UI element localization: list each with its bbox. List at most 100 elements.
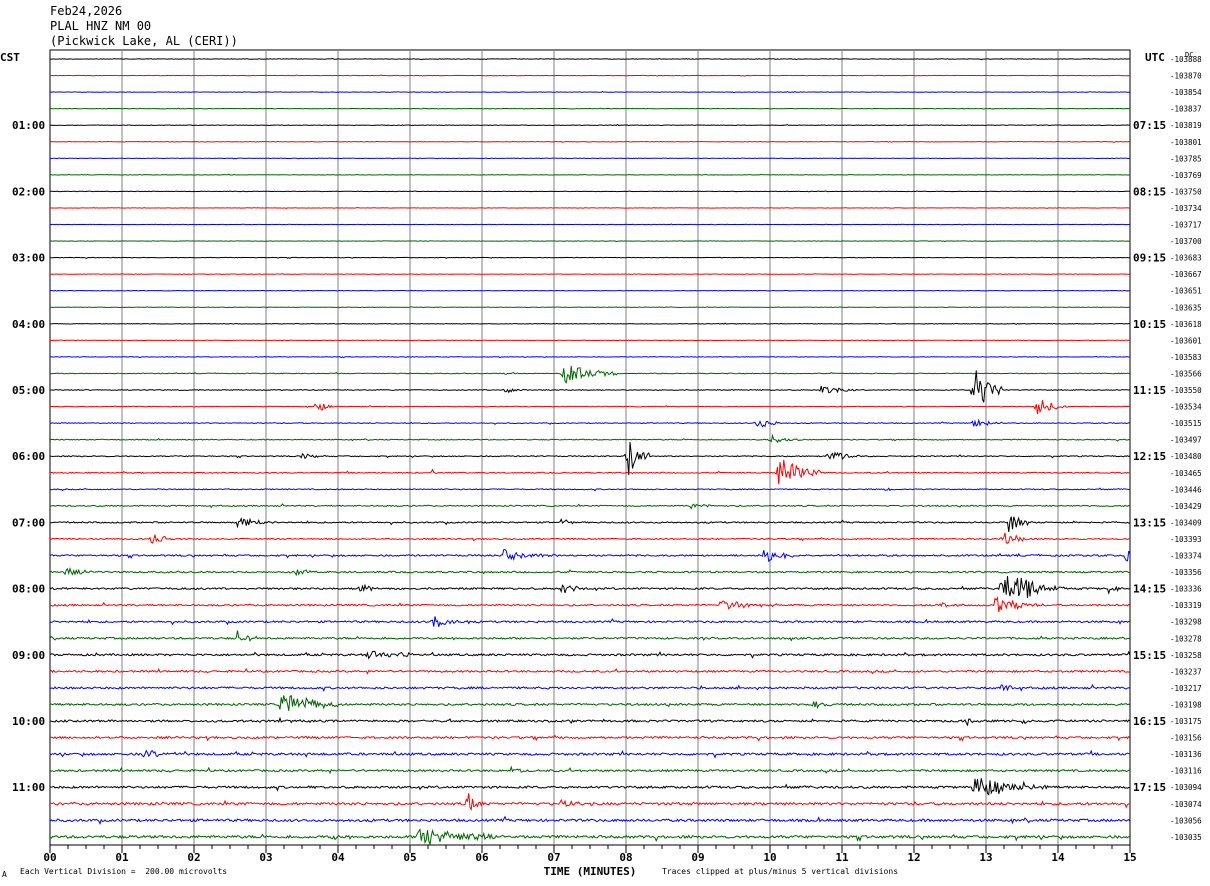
row-offset-label: -103801 [1170, 138, 1202, 147]
trace-row [49, 516, 1131, 533]
x-tick-label: 15 [1123, 851, 1136, 864]
trace-row [49, 107, 1131, 110]
trace-row [49, 683, 1131, 693]
right-hour-label: 09:15 [1133, 252, 1166, 265]
trace-row [49, 716, 1131, 727]
plot-frame [49, 49, 1131, 846]
right-hour-label: 15:15 [1133, 649, 1166, 662]
trace-row [49, 765, 1131, 775]
row-offset-label: -103497 [1170, 436, 1202, 445]
trace-row [49, 206, 1131, 210]
right-hour-label: 16:15 [1133, 715, 1166, 728]
x-tick-label: 09 [691, 851, 704, 864]
row-offset-label: -103429 [1170, 502, 1202, 511]
trace-row [49, 616, 1131, 627]
trace-row [49, 694, 1131, 711]
trace-row [49, 339, 1131, 342]
trace-row [49, 503, 1131, 510]
row-offset-label: -103837 [1170, 105, 1202, 114]
trace-row [49, 223, 1131, 226]
x-tick-label: 08 [619, 851, 632, 864]
row-offset-label: -103198 [1170, 700, 1202, 709]
vertical-division-note: Each Vertical Division = 200.00 microvol… [20, 867, 228, 876]
left-hour-label: 08:00 [12, 583, 45, 596]
trace-row [49, 441, 1131, 476]
right-hour-label: 10:15 [1133, 318, 1166, 331]
trace-row [49, 355, 1131, 359]
trace-row [49, 57, 1131, 61]
x-tick-label: 04 [331, 851, 345, 864]
left-hour-label: 04:00 [12, 318, 45, 331]
row-offset-label: -103750 [1170, 187, 1202, 196]
row-offset-label: -103074 [1170, 800, 1202, 809]
row-offset-label: -103601 [1170, 336, 1202, 345]
right-hour-label: 11:15 [1133, 384, 1166, 397]
row-offset-label: -103683 [1170, 254, 1202, 263]
trace-row [49, 306, 1131, 309]
right-hour-label: 14:15 [1133, 583, 1166, 596]
row-offset-label: -103258 [1170, 651, 1202, 660]
x-tick-label: 03 [259, 851, 272, 864]
trace-row [49, 778, 1131, 796]
row-offset-label: -103374 [1170, 552, 1202, 561]
x-tick-label: 05 [403, 851, 416, 864]
row-offset-label: -103769 [1170, 171, 1202, 180]
right-hour-label: 13:15 [1133, 516, 1166, 529]
left-hour-label: 09:00 [12, 649, 45, 662]
row-offset-label: -103175 [1170, 717, 1202, 726]
row-offset-label: -103319 [1170, 601, 1202, 610]
header-date: Feb24,2026 [50, 4, 123, 18]
header-location: (Pickwick Lake, AL (CERI)) [50, 34, 238, 48]
row-offset-label: -103854 [1170, 88, 1202, 97]
x-tick-label: 10 [763, 851, 776, 864]
row-offset-label: -103116 [1170, 767, 1202, 776]
x-tick-label: 14 [1051, 851, 1065, 864]
trace-row [49, 256, 1131, 259]
trace-row [49, 289, 1131, 292]
header-station: PLAL HNZ NM 00 [50, 19, 152, 33]
trace-row [49, 157, 1131, 160]
left-hour-label: 10:00 [12, 715, 45, 728]
trace-row [49, 370, 1131, 403]
row-offset-label: -103136 [1170, 750, 1202, 759]
row-offset-label: -103298 [1170, 618, 1202, 627]
trace-row [49, 74, 1131, 77]
trace-row [49, 630, 1131, 642]
trace-row [49, 90, 1131, 94]
trace-row [49, 667, 1131, 675]
trace-row [49, 418, 1131, 428]
trace-row [49, 487, 1131, 492]
x-tick-label: 12 [907, 851, 920, 864]
trace-row [49, 459, 1131, 485]
row-offset-label: -103356 [1170, 568, 1202, 577]
left-hour-label: 03:00 [12, 252, 45, 265]
left-hour-label: 01:00 [12, 119, 45, 132]
trace-row [49, 140, 1131, 143]
row-offset-label: -103393 [1170, 535, 1202, 544]
row-offset-label: -103056 [1170, 816, 1202, 825]
row-offset-label: -103635 [1170, 303, 1202, 312]
row-offset-label: -103035 [1170, 833, 1202, 842]
right-hour-label: 17:15 [1133, 781, 1166, 794]
trace-row [49, 322, 1131, 325]
row-offset-label: -103819 [1170, 121, 1202, 130]
row-offset-label: -103237 [1170, 667, 1202, 676]
right-hour-label: 12:15 [1133, 450, 1166, 463]
row-offset-label: -103785 [1170, 154, 1202, 163]
trace-row [49, 566, 1131, 577]
trace-row [49, 734, 1131, 742]
row-offset-label: -103156 [1170, 734, 1202, 743]
x-tick-label: 02 [187, 851, 200, 864]
trace-row [49, 400, 1131, 415]
x-tick-label: 06 [475, 851, 489, 864]
trace-row [49, 793, 1131, 811]
row-offset-label: -103278 [1170, 634, 1202, 643]
left-hour-label: 05:00 [12, 384, 45, 397]
trace-row [49, 173, 1131, 176]
row-offset-label: -103700 [1170, 237, 1202, 246]
row-offset-label: -103515 [1170, 419, 1202, 428]
row-offset-label: -103480 [1170, 452, 1202, 461]
left-hour-label: 07:00 [12, 516, 45, 529]
trace-row [49, 595, 1131, 613]
left-hour-label: 02:00 [12, 185, 45, 198]
